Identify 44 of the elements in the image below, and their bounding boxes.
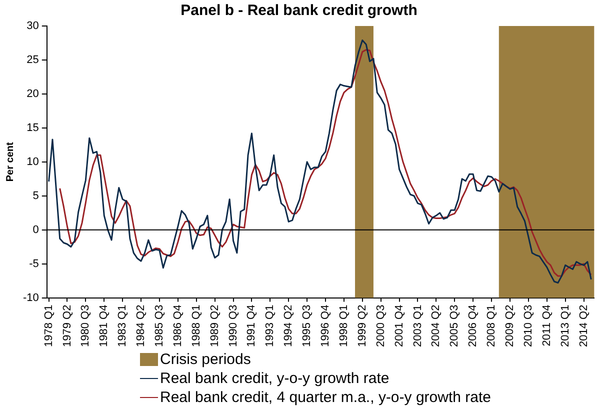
legend-label: Real bank credit, 4 quarter m.a., y-o-y growth rate <box>160 388 491 407</box>
x-tick-label: 1994 Q2 <box>282 304 295 347</box>
x-tick-label: 1993 Q1 <box>264 304 276 347</box>
x-tick-label: 2008 Q1 <box>486 304 498 347</box>
x-tick-label: 1983 Q1 <box>116 304 129 347</box>
x-tick-label: 2009 Q2 <box>504 304 516 347</box>
x-tick-label: 2000 Q3 <box>374 304 387 347</box>
x-tick-label: 2010 Q3 <box>522 304 534 347</box>
x-tick-label: 1996 Q4 <box>320 304 332 347</box>
x-tick-label: 1989 Q2 <box>208 304 221 347</box>
x-tick-label: 2006 Q4 <box>467 304 480 347</box>
y-tick-label: 10 <box>26 156 39 168</box>
x-tick-label: 1991 Q4 <box>246 304 258 347</box>
x-tick-label: 2003 Q1 <box>412 304 424 347</box>
y-tick-label: 30 <box>26 20 39 32</box>
legend-label: Real bank credit, y-o-y growth rate <box>160 369 390 388</box>
x-tick-label: 1980 Q3 <box>80 304 92 347</box>
y-tick-label: -10 <box>22 292 39 304</box>
chart-title: Panel b - Real bank credit growth <box>180 2 418 20</box>
y-tick-label: 25 <box>26 54 39 66</box>
x-tick-label: 2001 Q4 <box>393 304 406 347</box>
y-axis-title: Per cent <box>4 142 16 182</box>
x-tick-label: 1988 Q1 <box>190 304 202 347</box>
x-tick-label: 1978 Q1 <box>42 304 55 347</box>
x-tick-label: 2013 Q1 <box>559 304 572 347</box>
y-tick-label: 15 <box>26 122 39 134</box>
x-tick-label: 1986 Q4 <box>172 304 184 347</box>
y-tick-label: 20 <box>26 88 39 100</box>
y-tick-label: 5 <box>32 190 39 202</box>
x-tick-label: 1984 Q2 <box>135 304 148 347</box>
x-tick-label: 1998 Q1 <box>338 304 350 347</box>
x-tick-label: 2004 Q2 <box>430 304 442 347</box>
x-tick-label: 1985 Q3 <box>154 304 166 347</box>
x-tick-label: 1999 Q2 <box>356 304 368 347</box>
x-tick-label: 1990 Q3 <box>227 304 240 347</box>
x-tick-label: 1979 Q2 <box>61 304 74 347</box>
x-tick-label: 1995 Q3 <box>301 304 314 347</box>
x-tick-label: 1981 Q4 <box>98 304 110 347</box>
x-tick-label: 2011 Q4 <box>540 304 553 346</box>
x-tick-label: 2005 Q3 <box>448 304 461 347</box>
y-tick-label: 0 <box>32 224 39 236</box>
y-tick-label: -5 <box>29 258 39 270</box>
legend-label: Crisis periods <box>160 350 251 369</box>
x-tick-label: 2014 Q2 <box>578 304 590 347</box>
